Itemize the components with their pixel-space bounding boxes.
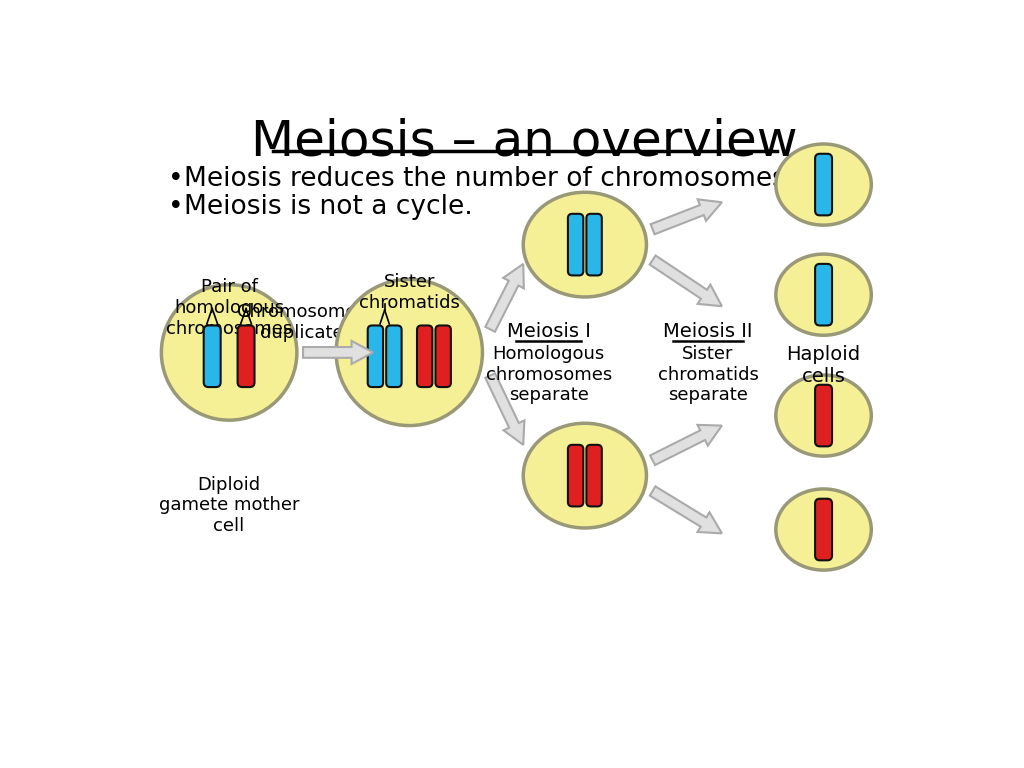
Text: Meiosis reduces the number of chromosomes.: Meiosis reduces the number of chromosome… [184,166,795,192]
Polygon shape [650,425,722,465]
FancyBboxPatch shape [587,445,602,506]
Ellipse shape [776,375,871,456]
Polygon shape [303,341,373,364]
Ellipse shape [776,254,871,336]
FancyBboxPatch shape [386,326,401,387]
Text: Meiosis I: Meiosis I [507,322,591,341]
Text: Diploid
gamete mother
cell: Diploid gamete mother cell [159,475,299,535]
FancyBboxPatch shape [815,385,833,446]
Text: Sister
chromatids
separate: Sister chromatids separate [657,345,759,404]
FancyBboxPatch shape [204,326,220,387]
FancyBboxPatch shape [587,214,602,276]
Circle shape [336,280,482,425]
Polygon shape [650,200,722,234]
FancyBboxPatch shape [568,445,584,506]
Text: Meiosis II: Meiosis II [664,322,753,341]
Polygon shape [650,486,722,533]
Polygon shape [485,373,524,445]
FancyBboxPatch shape [417,326,432,387]
FancyBboxPatch shape [238,326,255,387]
Polygon shape [649,256,722,306]
Text: •: • [168,194,183,220]
Ellipse shape [523,192,646,297]
FancyBboxPatch shape [815,264,833,326]
Text: Meiosis is not a cycle.: Meiosis is not a cycle. [184,194,473,220]
Circle shape [162,285,297,420]
Text: Homologous
chromosomes
separate: Homologous chromosomes separate [485,345,611,404]
Text: •: • [168,166,183,192]
Text: Sister
chromatids: Sister chromatids [358,273,460,312]
FancyBboxPatch shape [568,214,584,276]
FancyBboxPatch shape [435,326,451,387]
Ellipse shape [523,423,646,528]
Text: Pair of
homologous
chromosomes: Pair of homologous chromosomes [166,279,292,338]
Ellipse shape [776,489,871,570]
Text: Meiosis – an overview: Meiosis – an overview [252,118,798,166]
FancyBboxPatch shape [368,326,383,387]
Ellipse shape [776,144,871,225]
Text: Chromosomes
duplicate: Chromosomes duplicate [238,303,366,342]
Polygon shape [485,264,524,332]
Text: Haploid
cells: Haploid cells [786,345,860,386]
FancyBboxPatch shape [815,498,833,561]
FancyBboxPatch shape [815,154,833,215]
